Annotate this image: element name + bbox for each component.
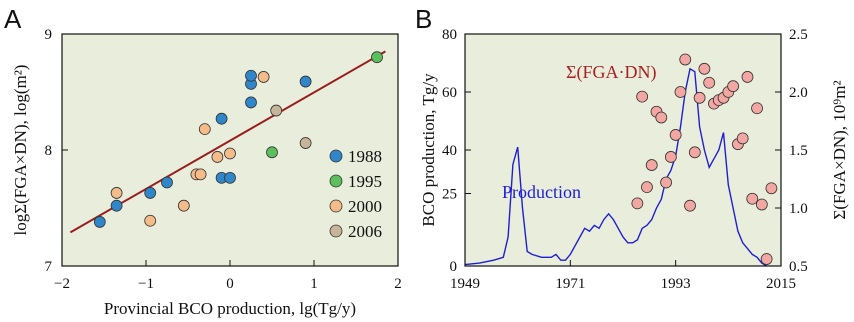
legend-label-1995: 1995 (348, 172, 382, 191)
fga-data-point (669, 129, 682, 141)
x-tick-label: 1971 (555, 276, 585, 292)
legend-marker-1988 (329, 149, 343, 163)
right-y-tick-label: 2.0 (789, 85, 808, 101)
left-y-tick-label: 60 (442, 85, 457, 101)
panel-b: B 1949 1971 1993 2015 0 25 40 60 80 0.5 1.0 1.5 2.0 2… (415, 4, 849, 292)
legend-label-2000: 2000 (348, 197, 382, 216)
data-point-2000 (194, 168, 207, 181)
panel-a-tick-labels: −2 −1 0 1 2 7 8 9 (45, 27, 402, 292)
data-point-1988 (93, 216, 106, 228)
fga-data-point (645, 159, 658, 171)
fga-data-point (631, 197, 644, 210)
left-y-tick-label: 40 (442, 143, 457, 159)
left-y-tick-label: 80 (442, 27, 457, 43)
data-point-2000 (257, 71, 270, 83)
fga-data-point (746, 192, 759, 205)
y-tick-label: 9 (45, 27, 53, 43)
x-tick-label: 2 (394, 276, 402, 292)
panel-a-x-axis-label: Provincial BCO production, lg(Tg/y) (104, 299, 356, 318)
x-tick-label: 1949 (450, 276, 480, 292)
panel-b-left-y-axis-label: BCO production, Tg/y (419, 73, 438, 227)
right-y-tick-label: 1.0 (789, 201, 808, 217)
x-tick-label: −2 (54, 276, 70, 292)
panel-b-letter: B (415, 4, 432, 34)
panel-a-letter: A (4, 4, 22, 34)
x-tick-label: −1 (138, 276, 154, 292)
panel-b-production-label: Production (502, 182, 581, 202)
legend-marker-1995 (329, 174, 343, 188)
left-y-tick-label: 25 (442, 187, 457, 203)
panel-b-right-y-axis-label: Σ(FGA×DN), 10⁹m² (830, 80, 849, 219)
panel-a-fit-line (69, 50, 386, 234)
fga-data-point (636, 90, 649, 103)
regression-line (69, 50, 386, 234)
fga-data-point (755, 198, 768, 211)
data-point-2006 (299, 137, 312, 149)
data-point-2000 (110, 187, 123, 199)
data-point-1995 (266, 146, 278, 159)
panel-a-frame (61, 33, 399, 267)
fga-data-point (703, 76, 716, 89)
right-y-tick-label: 0.5 (789, 259, 808, 275)
panel-b-tick-labels: 1949 1971 1993 2015 0 25 40 60 80 0.5 1.0 1.5 2.0 2.5 (442, 27, 808, 292)
panel-b-frame (464, 33, 782, 267)
fga-data-point (688, 146, 701, 159)
left-y-tick-label: 0 (450, 259, 458, 275)
fga-data-point (684, 199, 696, 212)
panel-a-legend: 1988 1995 2000 2006 (329, 147, 382, 241)
panel-a-points (93, 51, 383, 228)
fga-data-point (760, 253, 773, 265)
x-tick-label: 1 (310, 276, 318, 292)
data-point-1988 (299, 75, 312, 88)
fga-data-point (765, 182, 778, 195)
x-tick-label: 1993 (661, 276, 691, 292)
data-point-2000 (198, 123, 211, 136)
fga-data-point (736, 132, 749, 145)
data-point-1988 (161, 176, 173, 189)
fga-data-point (679, 53, 692, 66)
y-tick-label: 7 (45, 259, 53, 275)
panel-b-fga-label: Σ(FGA·DN) (566, 62, 656, 83)
data-point-2000 (177, 199, 190, 212)
fga-data-point (664, 151, 677, 163)
data-point-1988 (224, 171, 236, 184)
panel-a-y-axis-label: logΣ(FGA×DN), log(m²) (11, 65, 30, 236)
data-point-1988 (144, 187, 157, 199)
panel-b-fga-points (631, 53, 778, 265)
right-y-tick-label: 1.5 (789, 143, 808, 159)
panel-a: A −2 −1 0 1 2 7 8 9 1988 1995 2000 2006 Provincial… (4, 4, 402, 318)
fga-data-point (751, 102, 763, 115)
data-point-1988 (215, 112, 228, 125)
fga-data-point (693, 91, 706, 104)
fga-data-point (655, 111, 668, 124)
y-tick-label: 8 (45, 143, 53, 159)
data-point-1988 (245, 69, 257, 82)
legend-marker-2006 (329, 224, 343, 238)
fga-data-point (741, 71, 754, 83)
fga-data-point (660, 176, 672, 189)
data-point-1988 (110, 199, 123, 212)
right-y-tick-label: 2.5 (789, 27, 808, 43)
legend-marker-2000 (329, 199, 343, 213)
fga-data-point (698, 62, 711, 75)
fga-data-point (727, 80, 740, 93)
fga-data-point (674, 86, 687, 98)
legend-label-2006: 2006 (348, 222, 382, 241)
data-point-2000 (211, 151, 224, 163)
production-line (464, 67, 767, 267)
data-point-2000 (224, 147, 236, 160)
data-point-1988 (245, 96, 257, 109)
data-point-2006 (270, 104, 283, 117)
x-tick-label: 2015 (766, 276, 796, 292)
legend-label-1988: 1988 (348, 147, 382, 166)
panel-b-production-line (464, 67, 767, 267)
data-point-1995 (371, 51, 383, 64)
fga-data-point (641, 181, 653, 194)
data-point-2000 (144, 214, 157, 227)
x-tick-label: 0 (226, 276, 234, 292)
